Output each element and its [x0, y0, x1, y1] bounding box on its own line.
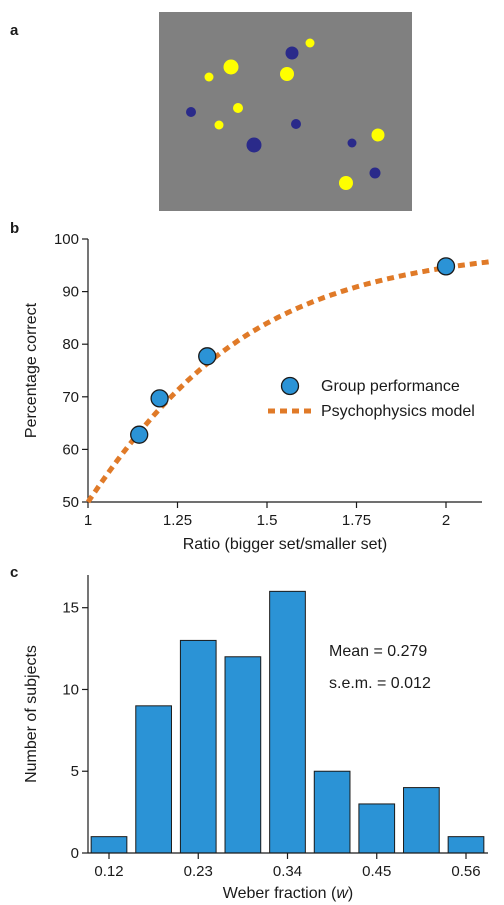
yellow-dot [204, 72, 214, 82]
yellow-dot [223, 59, 239, 75]
group-performance-point [130, 425, 149, 444]
y-tick-label: 15 [62, 600, 79, 617]
histogram-bar [224, 656, 262, 854]
legend-label-model: Psychophysics model [321, 403, 475, 420]
yellow-dot [214, 120, 224, 130]
yellow-dot [280, 67, 294, 81]
y-tick-label: 10 [62, 681, 79, 698]
histogram-bar [135, 705, 172, 854]
x-axis-title: Weber fraction (w) [223, 885, 353, 902]
psychophysics-model-curve [85, 259, 490, 504]
blue-dot [291, 119, 301, 129]
y-tick-label: 5 [71, 763, 79, 780]
panel-label-b: b [10, 220, 20, 237]
blue-dot [186, 107, 196, 117]
percentage-correct-chart: 50 60 70 80 90 100 1 1.25 1.5 1.75 2 Ratio (bigger … [23, 231, 490, 553]
group-performance-point [150, 389, 169, 408]
sem-annotation: s.e.m. = 0.012 [329, 675, 431, 692]
y-tick-label: 70 [62, 389, 79, 406]
y-axis-title: Number of subjects [23, 645, 40, 783]
y-tick-label: 50 [62, 494, 79, 511]
y-tick-label: 100 [54, 231, 79, 248]
histogram-bar [313, 770, 351, 854]
yellow-dot [339, 176, 353, 190]
x-axis-title-end: ) [348, 885, 353, 902]
x-tick-label: 2 [442, 512, 450, 529]
x-tick-label: 1.75 [342, 512, 371, 529]
yellow-dot [233, 103, 243, 113]
y-tick-label: 60 [62, 441, 79, 458]
blue-dot [285, 46, 299, 60]
x-axis-title-main: Weber fraction ( [223, 885, 337, 902]
y-axis-title: Percentage correct [23, 302, 40, 438]
group-performance-point [198, 347, 217, 366]
mean-annotation: Mean = 0.279 [329, 643, 427, 660]
x-tick-label: 0.12 [94, 863, 123, 880]
x-tick-label: 0.56 [451, 863, 480, 880]
histogram-bar [90, 836, 128, 854]
legend-marker-group [280, 376, 300, 396]
y-tick-label: 80 [62, 336, 79, 353]
stimulus-background [159, 12, 412, 211]
histogram-bar [403, 787, 440, 854]
histogram-bar [447, 836, 485, 854]
x-tick-label: 1 [84, 512, 92, 529]
panel-label-c: c [10, 564, 19, 581]
y-tick-label: 0 [71, 845, 79, 862]
legend-label-group: Group performance [321, 378, 460, 395]
blue-dot [369, 167, 381, 179]
x-tick-label: 1.25 [163, 512, 192, 529]
panel-label-a: a [10, 22, 19, 39]
histogram-bar [179, 639, 217, 854]
histogram-bar [269, 590, 306, 854]
x-tick-label: 1.5 [257, 512, 278, 529]
blue-dot [246, 137, 262, 153]
group-performance-point [436, 257, 456, 276]
y-tick-label: 90 [62, 284, 79, 301]
x-axis-title-variable: w [336, 885, 349, 902]
x-tick-label: 0.45 [362, 863, 391, 880]
weber-fraction-histogram: 0 5 10 15 0.12 0.23 0.34 0.45 0.56 Weber fraction… [23, 575, 488, 902]
yellow-dot [305, 38, 315, 48]
yellow-dot [371, 128, 385, 142]
dot-stimulus-image [159, 12, 412, 211]
blue-dot [347, 138, 357, 148]
histogram-bar [358, 803, 396, 854]
x-tick-label: 0.23 [184, 863, 213, 880]
x-tick-label: 0.34 [273, 863, 302, 880]
x-axis-title: Ratio (bigger set/smaller set) [183, 536, 388, 553]
yellow-dots [204, 38, 385, 190]
blue-dots [186, 46, 381, 179]
